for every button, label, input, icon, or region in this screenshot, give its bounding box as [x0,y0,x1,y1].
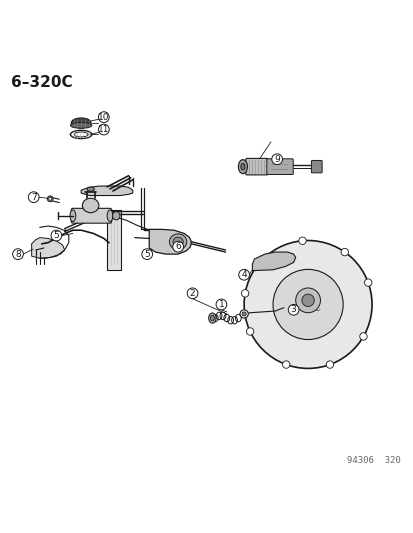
Text: 1: 1 [218,300,224,309]
Text: 94306  320: 94306 320 [347,456,400,465]
Circle shape [340,248,348,256]
Bar [107,210,121,270]
Text: ~: ~ [310,304,321,317]
Circle shape [142,249,152,260]
Text: 8: 8 [15,249,21,259]
Circle shape [187,288,197,298]
FancyBboxPatch shape [311,160,321,173]
Ellipse shape [70,123,92,128]
Ellipse shape [47,196,53,201]
Text: 7: 7 [31,193,36,201]
Ellipse shape [112,212,120,220]
Circle shape [244,240,371,368]
Circle shape [272,269,342,340]
Ellipse shape [242,312,246,316]
Circle shape [359,333,366,340]
Ellipse shape [82,198,99,213]
FancyBboxPatch shape [266,159,292,174]
Ellipse shape [169,234,186,249]
Circle shape [259,255,266,263]
Ellipse shape [240,163,244,170]
Circle shape [246,328,253,335]
Circle shape [271,154,282,165]
Circle shape [287,304,298,315]
Circle shape [282,361,289,368]
Circle shape [301,294,313,306]
Circle shape [216,299,226,310]
Text: 5: 5 [144,249,150,259]
Circle shape [325,361,333,368]
Ellipse shape [208,313,216,323]
Circle shape [363,279,371,286]
Text: 6: 6 [175,242,180,251]
Text: 11: 11 [98,125,109,134]
Circle shape [238,269,249,280]
Polygon shape [252,252,295,271]
Ellipse shape [173,237,183,246]
Ellipse shape [210,315,214,321]
Circle shape [28,192,39,203]
Text: 4: 4 [241,270,246,279]
Ellipse shape [87,187,94,191]
Polygon shape [149,229,191,254]
Ellipse shape [240,310,248,318]
Polygon shape [31,238,64,259]
Ellipse shape [238,160,247,174]
Text: 2: 2 [189,289,195,298]
Ellipse shape [49,197,52,200]
FancyBboxPatch shape [245,158,268,175]
Text: 3: 3 [290,305,296,314]
Ellipse shape [70,210,76,222]
Ellipse shape [107,210,113,222]
Circle shape [172,241,183,252]
Circle shape [98,112,109,123]
Text: 10: 10 [98,112,109,122]
Circle shape [13,249,23,260]
FancyBboxPatch shape [71,208,112,223]
Circle shape [241,289,248,297]
Ellipse shape [71,118,91,128]
Circle shape [295,288,320,313]
Polygon shape [81,186,133,196]
Circle shape [98,124,109,135]
Text: 9: 9 [273,155,279,164]
Circle shape [51,230,62,241]
Text: 5: 5 [53,231,59,240]
Text: 6–320C: 6–320C [11,75,72,90]
Circle shape [298,237,306,245]
Ellipse shape [74,132,88,137]
